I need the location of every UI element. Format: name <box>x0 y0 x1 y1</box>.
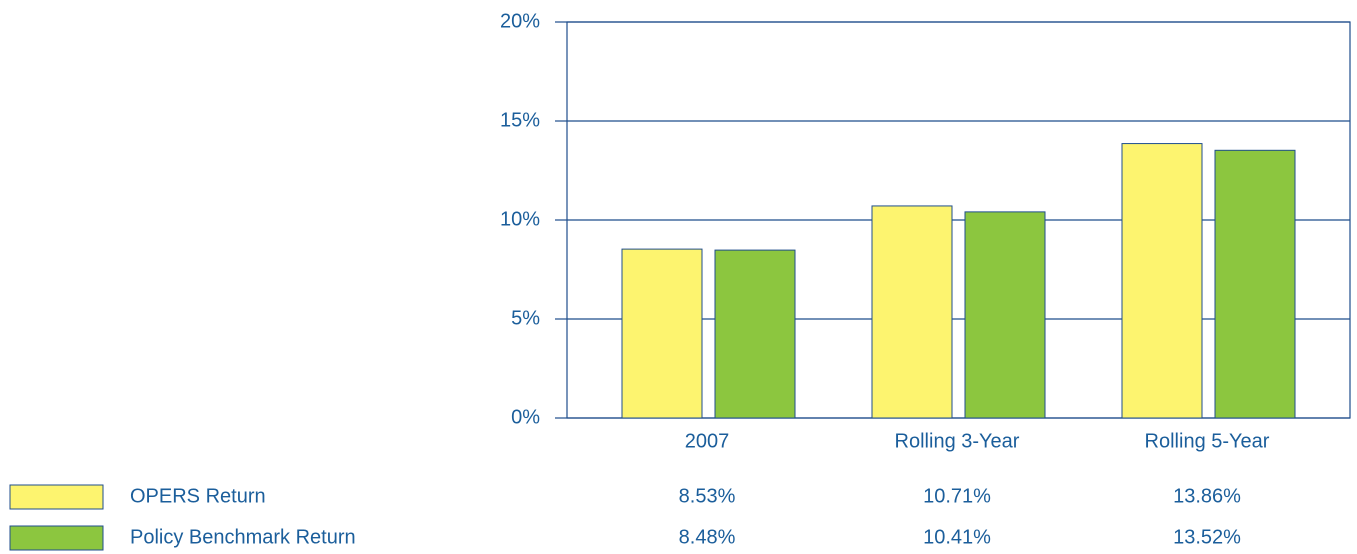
y-tick-label: 15% <box>500 109 540 131</box>
bar <box>1214 149 1296 419</box>
legend-label: Policy Benchmark Return <box>130 526 356 548</box>
table-value: 10.41% <box>923 526 991 548</box>
bar <box>1121 143 1203 419</box>
table-value: 13.52% <box>1173 526 1241 548</box>
bar <box>714 249 796 419</box>
table-value: 8.48% <box>679 526 736 548</box>
bar <box>871 205 953 419</box>
y-tick-label: 0% <box>511 406 540 428</box>
y-tick-label: 5% <box>511 307 540 329</box>
legend-swatch <box>9 484 104 510</box>
bar <box>964 211 1046 419</box>
table-value: 10.71% <box>923 485 991 507</box>
y-tick-label: 10% <box>500 208 540 230</box>
x-tick-label: Rolling 3-Year <box>895 430 1020 452</box>
legend-label: OPERS Return <box>130 485 266 507</box>
y-tick-label: 20% <box>500 10 540 32</box>
table-value: 13.86% <box>1173 485 1241 507</box>
legend-swatch <box>9 525 104 551</box>
table-value: 8.53% <box>679 485 736 507</box>
bar <box>621 248 703 419</box>
x-tick-label: 2007 <box>685 430 730 452</box>
x-tick-label: Rolling 5-Year <box>1145 430 1270 452</box>
